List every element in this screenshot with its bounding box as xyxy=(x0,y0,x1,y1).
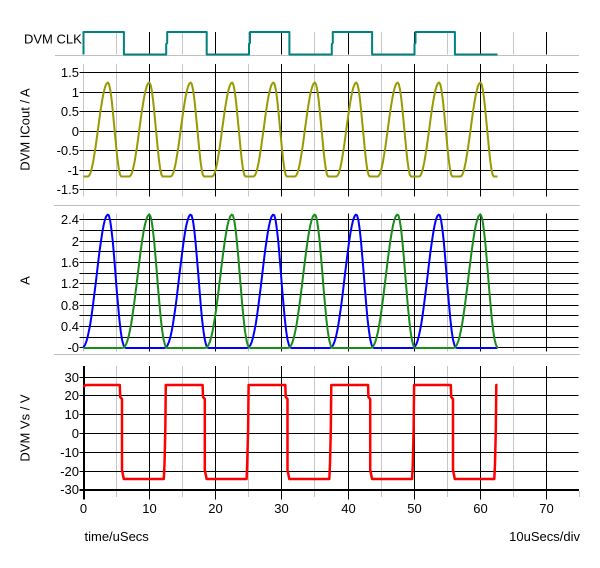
svg-text:10uSecs/div: 10uSecs/div xyxy=(509,529,580,544)
svg-text:0.5: 0.5 xyxy=(61,104,79,119)
svg-text:DVM CLK: DVM CLK xyxy=(24,32,82,47)
svg-text:1: 1 xyxy=(72,85,79,100)
svg-text:20: 20 xyxy=(208,501,222,516)
svg-text:0: 0 xyxy=(72,426,79,441)
svg-text:70: 70 xyxy=(539,501,553,516)
svg-text:20: 20 xyxy=(65,388,79,403)
svg-text:A: A xyxy=(18,276,33,285)
svg-text:10: 10 xyxy=(142,501,156,516)
svg-text:10: 10 xyxy=(65,407,79,422)
svg-text:0: 0 xyxy=(80,501,87,516)
svg-text:-10: -10 xyxy=(60,445,79,460)
svg-text:0.8: 0.8 xyxy=(61,298,79,313)
svg-text:-20: -20 xyxy=(60,464,79,479)
svg-text:-0: -0 xyxy=(67,340,79,355)
svg-text:-1: -1 xyxy=(67,163,79,178)
svg-text:0: 0 xyxy=(72,124,79,139)
svg-text:1.2: 1.2 xyxy=(61,276,79,291)
svg-text:40: 40 xyxy=(341,501,355,516)
svg-text:0.4: 0.4 xyxy=(61,319,79,334)
svg-text:-30: -30 xyxy=(60,482,79,497)
svg-text:-0.5: -0.5 xyxy=(57,143,79,158)
svg-text:60: 60 xyxy=(473,501,487,516)
svg-text:1.5: 1.5 xyxy=(61,65,79,80)
svg-text:1.6: 1.6 xyxy=(61,255,79,270)
svg-text:-1.5: -1.5 xyxy=(57,182,79,197)
svg-text:2.4: 2.4 xyxy=(61,212,79,227)
svg-text:30: 30 xyxy=(274,501,288,516)
svg-text:DVM ICout / A: DVM ICout / A xyxy=(18,88,33,171)
svg-text:50: 50 xyxy=(407,501,421,516)
svg-text:30: 30 xyxy=(65,370,79,385)
svg-text:2: 2 xyxy=(72,234,79,249)
svg-text:time/uSecs: time/uSecs xyxy=(85,529,150,544)
svg-text:DVM Vs / V: DVM Vs / V xyxy=(18,394,33,462)
